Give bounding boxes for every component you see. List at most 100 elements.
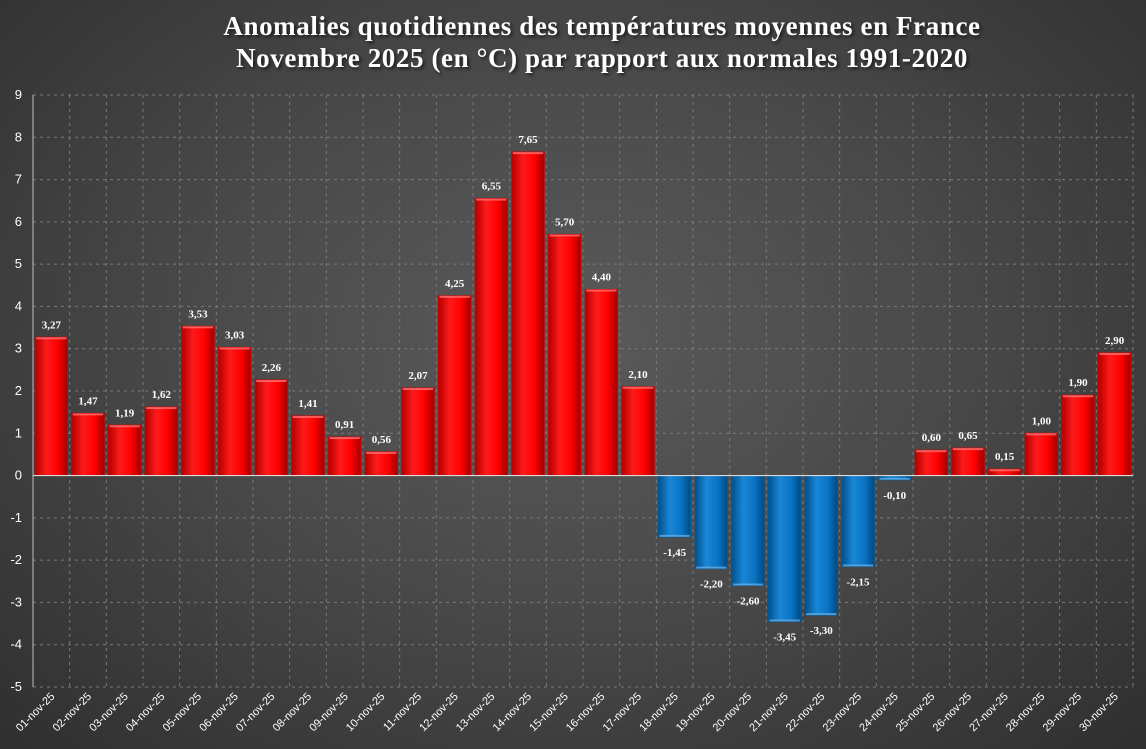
y-tick-label: 8 [15,129,22,144]
y-tick-label: 6 [15,214,22,229]
y-tick-label: 4 [15,298,22,313]
bar-highlight [72,413,104,416]
y-tick-label: 3 [15,341,22,356]
bar [548,234,582,477]
bar [584,289,618,477]
x-tick-label: 29-nov-25 [1041,691,1085,735]
bar [474,198,508,477]
data-label: -3,30 [810,625,833,637]
bar-highlight [219,347,250,350]
bar [401,387,435,477]
bar-highlight [512,152,544,155]
bar-highlight [659,534,690,537]
bar-highlight [769,619,800,622]
x-tick-label: 14-nov-25 [491,691,535,735]
bar-highlight [366,451,397,454]
y-tick-label: 1 [15,425,22,440]
chart-title-line-2: Novembre 2025 (en °C) par rapport aux no… [236,43,968,73]
data-label: -1,45 [663,547,686,559]
data-label: 4,25 [445,278,465,290]
y-tick-label: -5 [10,679,22,694]
bar-highlight [549,234,580,237]
data-label: 2,10 [628,369,648,381]
data-labels: 3,27 1,47 1,19 1,62 3,53 3,03 2,26 1,41 0,91 0,56… [42,134,1125,643]
bar-highlight [256,380,287,383]
data-label: 0,60 [922,432,942,444]
data-label: -3,45 [773,631,796,643]
y-tick-label: 9 [15,87,22,102]
y-tick-label: -4 [10,637,22,652]
data-label: 2,90 [1105,335,1125,347]
y-tick-label: -2 [10,552,22,567]
bar-highlight [622,386,654,389]
x-tick-label: 13-nov-25 [454,691,498,735]
bar [694,475,728,570]
data-label: 2,07 [408,370,428,382]
data-label: 5,70 [555,217,575,229]
data-label: 3,03 [225,329,245,341]
bar-highlight [879,477,910,480]
bar [364,451,398,477]
bar-highlight [1062,395,1094,398]
data-label: 0,91 [335,419,354,431]
bar [804,475,838,616]
x-tick-label: 02-nov-25 [51,691,95,735]
y-tick-label: 7 [15,172,22,187]
bar-highlight [916,450,947,453]
bar [144,406,178,477]
bar-highlight [989,469,1020,472]
data-label: -2,60 [737,596,760,608]
data-label: 0,65 [958,430,978,442]
bar [291,415,325,477]
x-tick-label: 19-nov-25 [674,691,718,735]
bar [768,475,802,622]
bar [1061,394,1095,477]
chart-title-line-1: Anomalies quotidiennes des températures … [223,11,981,41]
y-tick-label: 5 [15,256,22,271]
x-tick-label: 30-nov-25 [1077,691,1121,735]
bar [658,475,692,538]
y-tick-label: -1 [10,510,22,525]
data-label: 2,26 [262,362,282,374]
bar [108,424,142,477]
x-tick-label: 05-nov-25 [161,691,205,735]
bar [731,475,765,587]
bar-highlight [402,388,434,391]
y-tick-label: -3 [10,594,22,609]
x-tick-label: 06-nov-25 [197,691,241,735]
bar [1024,432,1058,477]
bar [438,295,472,477]
x-tick-label: 18-nov-25 [637,691,681,735]
data-label: 1,19 [115,407,135,419]
bars [34,151,1132,622]
x-tick-label: 12-nov-25 [417,691,461,735]
bar [951,447,985,477]
y-tick-label: 2 [15,383,22,398]
data-label: 1,90 [1068,377,1088,389]
bar-highlight [146,407,177,410]
data-label: -2,20 [700,579,723,591]
data-label: 1,62 [152,389,172,401]
data-label: 1,47 [78,395,98,407]
bar [1098,352,1132,477]
x-tick-label: 09-nov-25 [307,691,351,735]
bar-highlight [292,415,324,418]
bar-highlight [806,613,837,616]
bar-highlight [842,564,874,567]
x-tick-label: 04-nov-25 [124,691,168,735]
bar [621,386,655,477]
bar-highlight [109,425,140,428]
data-label: 0,56 [372,434,392,446]
x-tick-label: 20-nov-25 [711,691,755,735]
x-tick-label: 16-nov-25 [564,691,608,735]
x-tick-label: 03-nov-25 [87,691,131,735]
x-tick-label: 01-nov-25 [14,691,58,735]
bar-highlight [696,566,727,569]
bar-highlight [36,337,67,340]
x-tick-label: 21-nov-25 [747,691,791,735]
data-label: -0,10 [883,490,906,502]
data-label: 3,27 [42,319,62,331]
bar-highlight [586,289,617,292]
bar-highlight [732,583,764,586]
bar-highlight [182,326,214,329]
